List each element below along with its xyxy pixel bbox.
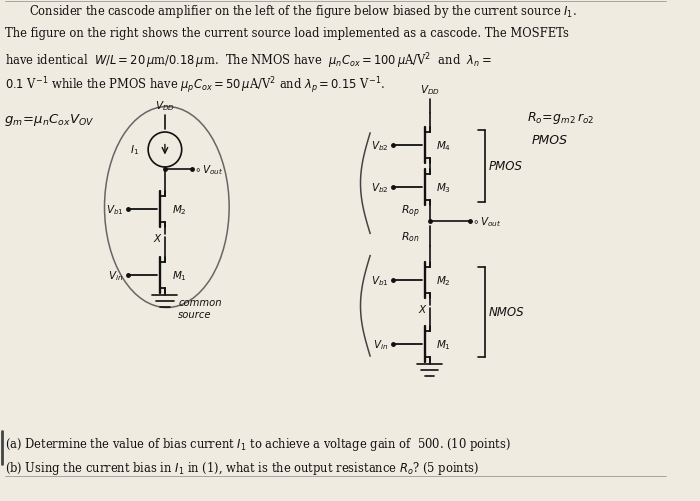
Text: $V_{DD}$: $V_{DD}$	[155, 99, 175, 113]
Text: PMOS: PMOS	[489, 160, 523, 173]
Text: $V_{DD}$: $V_{DD}$	[419, 83, 440, 97]
Text: $X$: $X$	[153, 231, 163, 243]
Text: $g_m\!=\!\mu_n C_{ox} V_{OV}$: $g_m\!=\!\mu_n C_{ox} V_{OV}$	[4, 112, 94, 128]
Text: (a) Determine the value of bias current $I_1$ to achieve a voltage gain of  500.: (a) Determine the value of bias current …	[5, 435, 510, 452]
Text: (b) Using the current bias in $I_1$ in (1), what is the output resistance $R_o$?: (b) Using the current bias in $I_1$ in (…	[5, 459, 479, 476]
Text: $X$: $X$	[418, 303, 428, 314]
Text: $\circ\,V_{out}$: $\circ\,V_{out}$	[472, 214, 501, 228]
Text: $V_{in}$: $V_{in}$	[108, 269, 124, 283]
Text: $R_{op}$: $R_{op}$	[401, 203, 420, 220]
Text: $M_1$: $M_1$	[436, 338, 452, 351]
Text: PMOS: PMOS	[532, 134, 568, 147]
Text: $V_{b1}$: $V_{b1}$	[106, 203, 124, 216]
Text: $M_3$: $M_3$	[436, 181, 452, 194]
Text: $V_{in}$: $V_{in}$	[373, 338, 389, 351]
Text: $R_{on}$: $R_{on}$	[401, 229, 420, 243]
Text: $I_1$: $I_1$	[130, 143, 139, 157]
Text: $M_2$: $M_2$	[172, 203, 186, 216]
Text: $V_{b2}$: $V_{b2}$	[371, 181, 388, 194]
Text: $V_{b2}$: $V_{b2}$	[371, 139, 388, 153]
Text: $V_{b1}$: $V_{b1}$	[370, 274, 388, 288]
Text: common
source: common source	[178, 298, 222, 319]
Text: $\circ\,V_{out}$: $\circ\,V_{out}$	[194, 163, 223, 176]
Text: have identical  $W/L = 20\,\mu$m$/0.18\,\mu$m.  The NMOS have  $\mu_n C_{ox} = 1: have identical $W/L = 20\,\mu$m$/0.18\,\…	[5, 51, 491, 71]
Text: The figure on the right shows the current source load implemented as a cascode. : The figure on the right shows the curren…	[5, 27, 568, 40]
Text: Consider the cascode amplifier on the left of the figure below biased by the cur: Consider the cascode amplifier on the le…	[29, 3, 577, 20]
Text: $M_2$: $M_2$	[436, 274, 451, 288]
Text: $R_o\!=\!g_{m2}\,r_{o2}$: $R_o\!=\!g_{m2}\,r_{o2}$	[527, 110, 594, 126]
Text: NMOS: NMOS	[489, 306, 524, 319]
Text: $M_4$: $M_4$	[436, 139, 452, 153]
Text: $M_1$: $M_1$	[172, 269, 187, 283]
Text: $0.1$ V$^{-1}$ while the PMOS have $\mu_p C_{ox} = 50\,\mu$A/V$^2$ and $\lambda_: $0.1$ V$^{-1}$ while the PMOS have $\mu_…	[5, 75, 385, 95]
